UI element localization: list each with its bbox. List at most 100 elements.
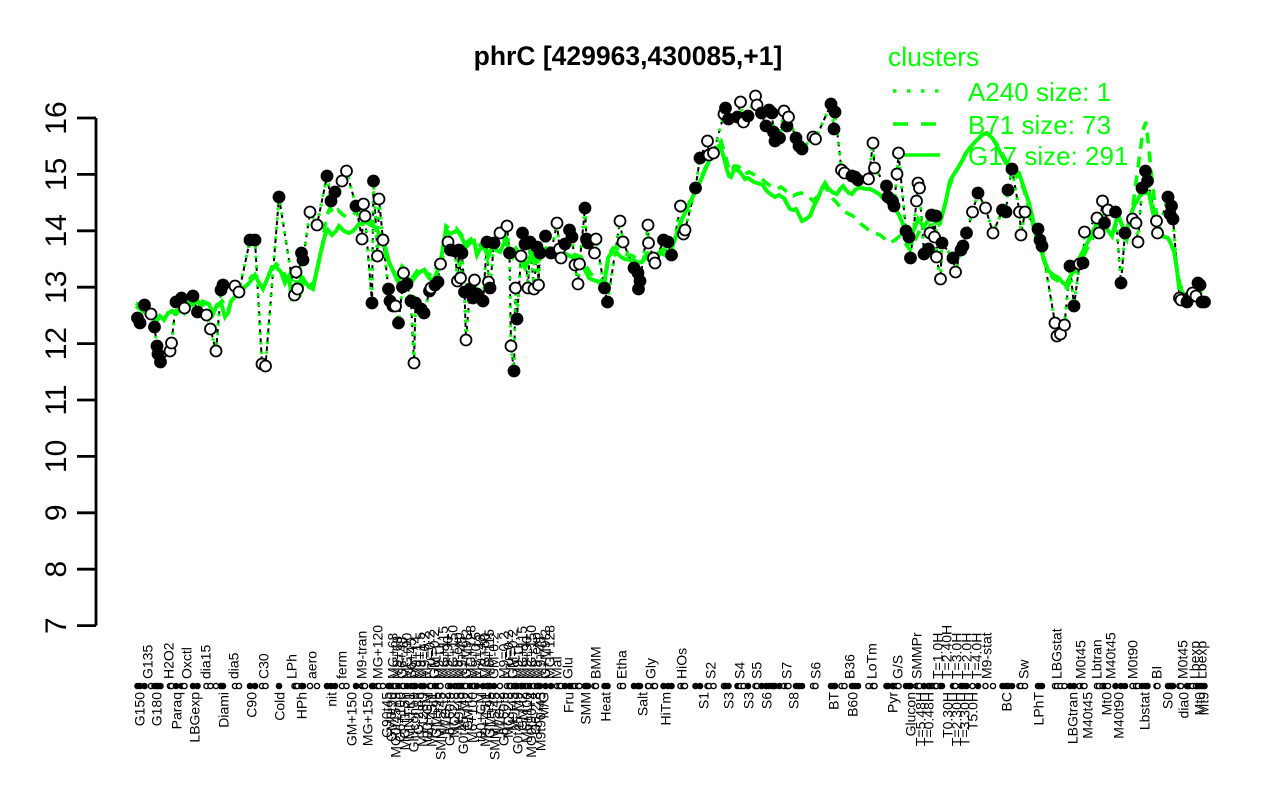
svg-text:S8: S8 — [786, 692, 802, 709]
svg-text:T=3.0H: T=3.0H — [949, 633, 965, 679]
svg-text:M9-exp: M9-exp — [449, 632, 465, 679]
svg-text:t90+GM: t90+GM — [473, 692, 489, 742]
svg-text:S7: S7 — [779, 662, 795, 679]
svg-text:S6: S6 — [759, 692, 775, 709]
svg-text:HiTm: HiTm — [658, 692, 674, 725]
svg-text:11: 11 — [40, 384, 73, 415]
svg-text:T=3.30H: T=3.30H — [957, 692, 973, 746]
svg-text:13: 13 — [40, 271, 73, 304]
svg-text:Cold: Cold — [272, 692, 288, 721]
svg-text:MG+150: MG+150 — [360, 692, 376, 746]
svg-text:Lbexp: Lbexp — [1187, 641, 1203, 679]
svg-text:BMM: BMM — [588, 646, 604, 679]
svg-text:MC-2.8: MC-2.8 — [500, 692, 516, 738]
svg-text:MG+90: MG+90 — [398, 632, 414, 679]
svg-text:G+M9t2: G+M9t2 — [458, 629, 474, 679]
svg-text:LBGstat: LBGstat — [1049, 628, 1065, 679]
svg-text:M0t90: M0t90 — [1125, 640, 1141, 679]
svg-text:M9-stat: M9-stat — [979, 632, 995, 679]
svg-text:S4: S4 — [732, 662, 748, 679]
svg-text:GM+95: GM+95 — [482, 692, 498, 739]
svg-text:GM-t2: GM-t2 — [514, 692, 530, 731]
svg-text:T=2.40H: T=2.40H — [939, 625, 955, 679]
svg-text:MG+115: MG+115 — [514, 626, 530, 679]
svg-text:clusters: clusters — [888, 42, 979, 72]
svg-text:M9+45t1: M9+45t1 — [477, 692, 493, 747]
svg-text:G-2.8h: G-2.8h — [410, 692, 426, 735]
svg-text:Lbtran: Lbtran — [1089, 639, 1105, 679]
svg-text:Oxctl: Oxctl — [179, 647, 195, 679]
svg-text:GM-0.2: GM-0.2 — [486, 632, 502, 679]
svg-text:T5.0H: T5.0H — [965, 692, 981, 730]
svg-text:Glucon+9: Glucon+9 — [406, 692, 422, 753]
svg-text:HiOs: HiOs — [674, 648, 690, 679]
svg-text:S6: S6 — [808, 662, 824, 679]
svg-text:MG-t1.5h: MG-t1.5h — [397, 692, 413, 750]
svg-text:MG+128: MG+128 — [463, 625, 479, 679]
svg-text:7: 7 — [40, 617, 73, 634]
svg-text:C90: C90 — [244, 692, 260, 718]
svg-text:SMM+5t45: SMM+5t45 — [433, 692, 449, 760]
svg-text:M9-t1: M9-t1 — [431, 643, 447, 679]
svg-text:Fru: Fru — [561, 692, 577, 713]
svg-text:S3: S3 — [721, 692, 737, 709]
svg-text:Etha: Etha — [614, 650, 630, 679]
svg-text:M9+14: M9+14 — [408, 636, 424, 679]
svg-text:M9+45t1: M9+45t1 — [424, 692, 440, 747]
svg-text:GM+95: GM+95 — [428, 692, 444, 739]
svg-text:SMM: SMM — [578, 692, 594, 725]
svg-text:S6+45: S6+45 — [403, 638, 419, 679]
svg-text:M9t45: M9t45 — [505, 692, 521, 731]
svg-text:S3: S3 — [741, 692, 757, 709]
svg-text:M40t45: M40t45 — [1103, 632, 1119, 679]
svg-text:Pyr: Pyr — [885, 692, 901, 713]
svg-text:M40t45: M40t45 — [1080, 692, 1096, 739]
svg-text:M6+100: M6+100 — [519, 692, 535, 743]
svg-text:Heat: Heat — [598, 692, 614, 722]
svg-text:Mal: Mal — [549, 656, 565, 679]
svg-text:S2: S2 — [703, 662, 719, 679]
svg-text:16: 16 — [40, 101, 73, 134]
svg-text:aero: aero — [304, 651, 320, 679]
svg-text:Mt0: Mt0 — [1099, 692, 1115, 716]
svg-text:H2O2: H2O2 — [161, 642, 177, 679]
svg-text:G6+100: G6+100 — [392, 692, 408, 742]
svg-text:Fru=0.2: Fru=0.2 — [421, 630, 437, 679]
svg-text:G150: G150 — [132, 692, 148, 726]
svg-text:T=0.48H: T=0.48H — [921, 692, 937, 746]
svg-text:M9+90: M9+90 — [440, 636, 456, 679]
svg-text:M0t45: M0t45 — [1073, 640, 1089, 679]
svg-text:Sw: Sw — [1016, 659, 1032, 679]
svg-text:G0t45-M9: G0t45-M9 — [455, 692, 471, 754]
svg-text:LoTm: LoTm — [864, 643, 880, 679]
svg-text:M9-exp: M9-exp — [528, 632, 544, 679]
svg-text:Lbstat: Lbstat — [1137, 692, 1153, 730]
svg-text:dia5: dia5 — [226, 652, 242, 679]
svg-text:M9=0.2: M9=0.2 — [496, 632, 512, 679]
svg-text:dia0: dia0 — [1176, 692, 1192, 719]
svg-text:G6-2.8: G6-2.8 — [528, 692, 544, 735]
svg-text:SMMPr: SMMPr — [909, 632, 925, 679]
svg-text:M0t45: M0t45 — [1175, 640, 1191, 679]
svg-text:M9+115: M9+115 — [481, 629, 497, 679]
svg-text:M9+1.5: M9+1.5 — [412, 632, 428, 679]
svg-text:M9+45: M9+45 — [454, 636, 470, 679]
svg-text:LPh: LPh — [284, 654, 300, 679]
svg-text:12: 12 — [40, 327, 73, 360]
svg-text:MG+150: MG+150 — [444, 625, 460, 679]
svg-text:M40t90: M40t90 — [1111, 692, 1127, 739]
svg-text:Mt0: Mt0 — [1192, 692, 1208, 716]
svg-text:Paraq: Paraq — [169, 692, 185, 729]
svg-text:Gly: Gly — [643, 658, 659, 679]
svg-text:HPh: HPh — [294, 692, 310, 719]
svg-text:LBGexp: LBGexp — [187, 692, 203, 743]
svg-text:M/G-t2: M/G-t2 — [491, 692, 507, 735]
svg-text:LBGtran: LBGtran — [1065, 692, 1081, 744]
svg-text:MG+120: MG+120 — [370, 625, 386, 679]
svg-text:GM=0.2: GM=0.2 — [426, 629, 442, 679]
svg-text:BI: BI — [1149, 666, 1165, 679]
svg-text:GM=0.2: GM=0.2 — [505, 629, 521, 679]
svg-text:Glucon: Glucon — [903, 692, 919, 736]
svg-text:MC-2.8: MC-2.8 — [446, 692, 462, 738]
svg-text:MG+150: MG+150 — [523, 625, 539, 679]
